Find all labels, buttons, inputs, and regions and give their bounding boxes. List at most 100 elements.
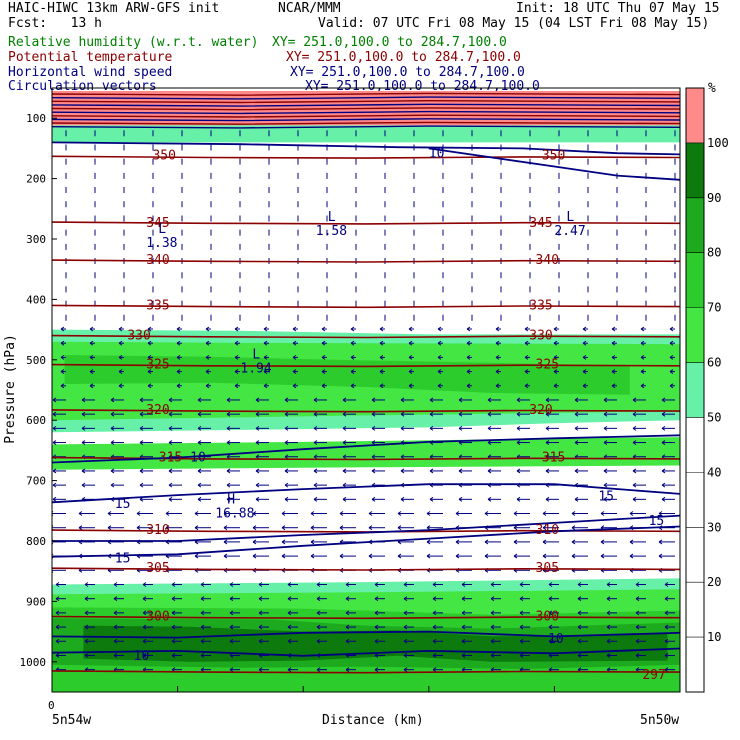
wind-isotach-1 <box>428 147 680 181</box>
wind-vector-head-533 <box>168 468 173 474</box>
wind-vector-head-412 <box>495 383 500 389</box>
field-name-wind: Horizontal wind speed <box>8 65 173 80</box>
wind-vector-head-735 <box>287 596 292 602</box>
wind-vector-head-744 <box>548 596 553 602</box>
wind-vector-head-620 <box>136 525 141 531</box>
wind-vector-head-672 <box>368 553 373 559</box>
field-xy-wind: XY= 251.0,100.0 to 284.7,100.0 <box>290 65 525 80</box>
wind-vector-head-782 <box>374 624 379 630</box>
wind-vector-head-612 <box>542 511 547 516</box>
colorbar-tick-label-2: 30 <box>707 520 721 534</box>
wind-vector-head-411 <box>466 383 471 389</box>
wind-vector-head-407 <box>350 383 355 389</box>
wind-vector-head-343 <box>408 340 413 346</box>
wind-vector-head-571 <box>632 482 637 488</box>
wind-vector-head-489 <box>168 440 173 445</box>
wind-vector-head-460 <box>603 411 608 417</box>
wind-vector-head-468 <box>197 425 202 431</box>
wind-vector-head-361 <box>292 354 297 360</box>
wind-vector-head-582 <box>313 496 318 502</box>
wind-vector-head-603 <box>281 511 286 516</box>
wind-vector-head-476 <box>429 425 434 431</box>
wind-vector-head-383 <box>292 369 297 374</box>
field-name-vectors: Circulation vectors <box>8 79 157 94</box>
marker-value-3: 1.94 <box>240 362 271 377</box>
marker-value-0: 1.38 <box>146 236 177 251</box>
wind-vector-head-609 <box>455 511 460 516</box>
theta-label-7-0: 315 <box>159 451 182 466</box>
wind-vector-head-666 <box>194 553 199 559</box>
valid-time: Valid: 07 UTC Fri 08 May 15 (04 LST Fri … <box>318 16 710 31</box>
wind-vector-head-547 <box>574 468 579 474</box>
x-axis-title: Distance (km) <box>322 713 424 728</box>
wind-vector-head-529 <box>52 468 57 474</box>
wind-vector-head-645 <box>223 539 228 545</box>
wind-vector-head-534 <box>197 468 202 474</box>
wind-vector-head-482 <box>603 425 608 431</box>
wind-vector-head-364 <box>379 354 384 360</box>
theta-label-7-1: 315 <box>542 451 565 466</box>
wind-vector-head-718 <box>432 582 437 587</box>
theta-label-9-1: 305 <box>536 561 559 576</box>
wind-vector-head-679 <box>571 553 576 559</box>
wind-vector-head-714 <box>316 582 321 587</box>
wind-vector-head-625 <box>281 525 286 531</box>
wind-vector-head-773 <box>113 624 118 630</box>
theta-line-9 <box>52 567 680 571</box>
wind-vector-head-635 <box>571 525 576 531</box>
wind-vector-head-538 <box>313 468 318 474</box>
wind-vector-head-794 <box>84 638 89 644</box>
wind-vector-head-805 <box>403 638 408 644</box>
wind-vector-head-716 <box>374 582 379 587</box>
wind-vector-head-800 <box>258 638 263 644</box>
y-tick-label-0: 100 <box>26 112 46 125</box>
wind-vector-head-516 <box>313 454 318 460</box>
wind-vector-head-767 <box>577 610 582 616</box>
wind-vector-head-418 <box>669 383 674 389</box>
wind-vector-head-504 <box>603 440 608 445</box>
wind-vector-head-458 <box>545 411 550 417</box>
wind-vector-head-385 <box>350 369 355 374</box>
wind-vector-head-711 <box>229 582 234 587</box>
org-label: NCAR/MMM <box>278 1 341 16</box>
wind-vector-head-347 <box>524 340 529 346</box>
theta-line-1 <box>52 221 680 225</box>
theta-label-6-1: 320 <box>529 403 552 418</box>
wind-vector-head-785 <box>461 624 466 630</box>
wind-vector-head-486 <box>81 440 86 445</box>
wind-vector-head-743 <box>519 596 524 602</box>
theta-label-11-0: 297 <box>642 668 665 683</box>
y-tick-label-4: 500 <box>26 354 46 367</box>
y-tick-label-2: 300 <box>26 233 46 246</box>
colorbar-tick-label-5: 60 <box>707 356 721 370</box>
wind-vector-head-349 <box>582 340 587 346</box>
wind-vector-head-395 <box>640 369 645 374</box>
theta-label-9-0: 305 <box>146 561 169 576</box>
wind-vector-head-443 <box>110 411 115 417</box>
wind-vector-head-536 <box>255 468 260 474</box>
wind-vector-head-350 <box>611 340 616 346</box>
wind-vector-head-365 <box>408 354 413 360</box>
wind-vector-head-759 <box>345 610 350 616</box>
wind-vector-head-815 <box>55 653 60 658</box>
wind-vector-head-388 <box>437 369 442 374</box>
wind-vector-head-652 <box>426 539 431 545</box>
wind-vector-head-320 <box>379 326 384 332</box>
wind-vector-head-417 <box>640 383 645 389</box>
theta-line-2 <box>52 259 680 263</box>
wind-vector-head-506 <box>661 440 666 445</box>
wind-vector-head-829 <box>461 653 466 658</box>
wind-vector-head-425 <box>226 397 231 403</box>
wind-vector-head-469 <box>226 425 231 431</box>
wind-vector-head-396 <box>669 369 674 374</box>
wind-vector-head-392 <box>553 369 558 374</box>
wind-vector-head-715 <box>345 582 350 587</box>
theta-label-3-1: 335 <box>529 298 552 313</box>
wind-vector-head-501 <box>516 440 521 445</box>
wind-vector-head-570 <box>603 482 608 488</box>
upper-contour-2 <box>52 99 680 104</box>
wind-vector-head-808 <box>490 638 495 644</box>
wind-vector-head-484 <box>661 425 666 431</box>
wind-vector-head-325 <box>524 326 529 332</box>
wind-label-7: 10 <box>134 649 150 664</box>
